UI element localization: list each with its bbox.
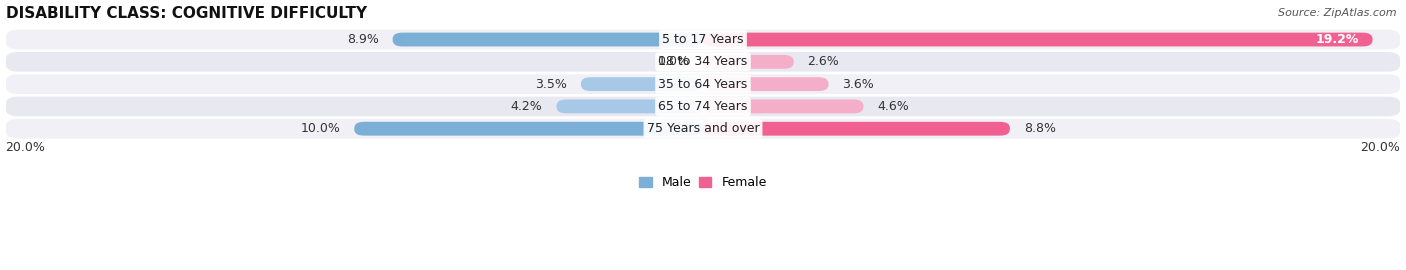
FancyBboxPatch shape [703, 122, 1010, 136]
Text: 5 to 17 Years: 5 to 17 Years [662, 33, 744, 46]
Text: 2.6%: 2.6% [807, 55, 839, 68]
Text: 75 Years and over: 75 Years and over [647, 122, 759, 135]
Text: 20.0%: 20.0% [6, 141, 45, 154]
Text: 4.6%: 4.6% [877, 100, 910, 113]
Text: 20.0%: 20.0% [1361, 141, 1400, 154]
FancyBboxPatch shape [6, 52, 1400, 72]
Text: 8.8%: 8.8% [1024, 122, 1056, 135]
FancyBboxPatch shape [6, 119, 1400, 139]
FancyBboxPatch shape [6, 97, 1400, 116]
Text: 3.6%: 3.6% [842, 78, 875, 91]
FancyBboxPatch shape [6, 30, 1400, 49]
FancyBboxPatch shape [392, 33, 703, 46]
Text: 18 to 34 Years: 18 to 34 Years [658, 55, 748, 68]
Text: 4.2%: 4.2% [510, 100, 543, 113]
Text: 19.2%: 19.2% [1315, 33, 1358, 46]
FancyBboxPatch shape [703, 77, 828, 91]
FancyBboxPatch shape [703, 55, 793, 69]
FancyBboxPatch shape [703, 33, 1372, 46]
Legend: Male, Female: Male, Female [634, 171, 772, 194]
Text: 65 to 74 Years: 65 to 74 Years [658, 100, 748, 113]
FancyBboxPatch shape [581, 77, 703, 91]
Text: 3.5%: 3.5% [536, 78, 567, 91]
Text: 0.0%: 0.0% [657, 55, 689, 68]
Text: Source: ZipAtlas.com: Source: ZipAtlas.com [1278, 8, 1396, 18]
Text: 35 to 64 Years: 35 to 64 Years [658, 78, 748, 91]
FancyBboxPatch shape [703, 100, 863, 113]
Text: 10.0%: 10.0% [301, 122, 340, 135]
Text: DISABILITY CLASS: COGNITIVE DIFFICULTY: DISABILITY CLASS: COGNITIVE DIFFICULTY [6, 6, 367, 21]
FancyBboxPatch shape [354, 122, 703, 136]
Text: 8.9%: 8.9% [347, 33, 378, 46]
FancyBboxPatch shape [557, 100, 703, 113]
FancyBboxPatch shape [6, 74, 1400, 94]
